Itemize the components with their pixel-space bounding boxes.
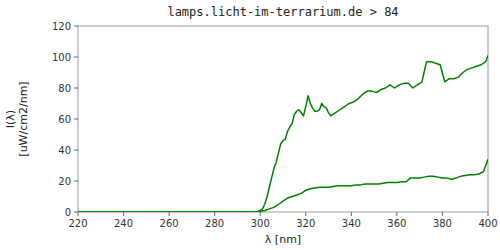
y-tick-label: 40 <box>58 145 71 156</box>
x-tick-label: 360 <box>387 218 406 229</box>
x-tick-label: 340 <box>342 218 361 229</box>
plot-frame <box>78 26 488 212</box>
x-tick-label: 280 <box>205 218 224 229</box>
y-tick <box>74 212 78 213</box>
x-tick <box>214 212 215 216</box>
x-tick <box>78 212 79 216</box>
x-tick-label: 260 <box>160 218 179 229</box>
y-tick <box>74 181 78 182</box>
x-tick <box>123 212 124 216</box>
x-tick-label: 400 <box>478 218 497 229</box>
x-tick <box>169 212 170 216</box>
x-tick <box>488 212 489 216</box>
x-tick <box>260 212 261 216</box>
y-tick <box>74 150 78 151</box>
y-tick-label: 120 <box>52 21 71 32</box>
y-tick-label: 0 <box>65 207 71 218</box>
y-tick-label: 20 <box>58 176 71 187</box>
background <box>0 0 500 250</box>
y-tick <box>74 119 78 120</box>
line <box>78 159 488 212</box>
x-tick-label: 220 <box>68 218 87 229</box>
x-tick-label: 300 <box>251 218 270 229</box>
y-tick <box>74 57 78 58</box>
y-tick <box>74 26 78 27</box>
y-tick <box>74 88 78 89</box>
x-axis-label: λ [nm] <box>265 233 301 246</box>
x-tick <box>396 212 397 216</box>
y-axis-label-line: I(λ) <box>4 110 17 128</box>
line <box>78 55 488 212</box>
y-tick-label: 100 <box>52 52 71 63</box>
title: lamps.licht-im-terrarium.de > 84 <box>167 5 398 19</box>
chart: 220 240 260 280 300 320 340 360 380 400 0 20 40 60 80 1… <box>0 0 500 250</box>
y-axis-label: I(λ)[uW/cm2/nm] <box>4 81 30 156</box>
plot-area <box>78 55 488 212</box>
x-tick-label: 240 <box>114 218 133 229</box>
x-tick <box>351 212 352 216</box>
y-tick-label: 60 <box>58 114 71 125</box>
x-tick-label: 380 <box>433 218 452 229</box>
y-axis-label-line: [uW/cm2/nm] <box>17 81 30 156</box>
y-tick-label: 80 <box>58 83 71 94</box>
x-tick <box>442 212 443 216</box>
x-tick <box>305 212 306 216</box>
x-tick-label: 320 <box>296 218 315 229</box>
